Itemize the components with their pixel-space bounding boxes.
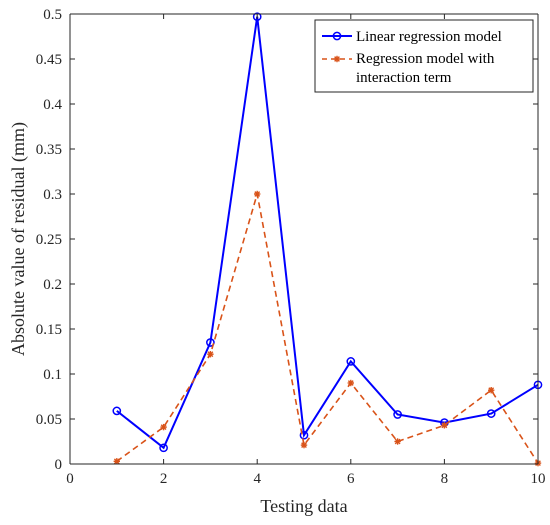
x-tick-label: 10 <box>531 471 546 487</box>
legend-label-interaction-line1: Regression model with <box>356 51 495 67</box>
y-tick-label: 0.15 <box>36 322 62 338</box>
y-tick-label: 0.4 <box>43 97 62 113</box>
y-tick-label: 0.3 <box>43 187 62 203</box>
axes-layer: 0 2 4 6 8 10 0 0.05 0.1 0.15 0.2 0.25 0.3 0.35 0.4 0.45… <box>36 7 546 487</box>
data-point-1 <box>113 458 120 465</box>
x-axis-label: Testing data <box>260 496 347 516</box>
data-point-1 <box>207 351 214 358</box>
x-tick-label: 0 <box>66 471 74 487</box>
y-tick-label: 0.5 <box>43 7 62 23</box>
series-line-0 <box>116 16 539 450</box>
data-point-0 <box>393 410 402 419</box>
data-point-1 <box>160 423 167 431</box>
y-tick-label: 0 <box>55 457 63 473</box>
x-tick-label: 4 <box>253 471 261 487</box>
series-line-1 <box>116 193 539 464</box>
legend-label-linear: Linear regression model <box>356 29 502 45</box>
data-point-0 <box>112 406 122 416</box>
data-point-0 <box>486 409 496 418</box>
data-point-1 <box>394 438 401 445</box>
legend-asterisk-mark <box>333 55 341 63</box>
data-point-1 <box>488 387 495 394</box>
data-point-0 <box>159 443 168 453</box>
y-tick-label: 0.1 <box>43 367 62 383</box>
y-tick-label: 0.05 <box>36 412 62 428</box>
x-tick-label: 2 <box>160 471 168 487</box>
x-tick-label: 6 <box>347 471 355 487</box>
data-point-0 <box>346 357 356 366</box>
legend-marker-interaction <box>333 55 341 63</box>
y-tick-label: 0.25 <box>36 232 62 248</box>
series-layer <box>112 12 543 467</box>
legend-marker-linear <box>332 31 342 41</box>
data-point-0 <box>252 12 262 22</box>
legend-box <box>314 19 534 93</box>
data-point-1 <box>347 379 354 387</box>
data-point-1 <box>254 190 261 198</box>
data-point-1 <box>441 422 448 429</box>
legend: Linear regression model Regression model… <box>314 19 534 93</box>
data-point-0 <box>299 430 309 440</box>
y-tick-label: 0.35 <box>36 142 62 158</box>
data-point-0 <box>206 338 215 347</box>
y-tick-label: 0.45 <box>36 52 62 68</box>
legend-label-interaction-line2: interaction term <box>356 70 452 86</box>
y-axis-label: Absolute value of residual (mm) <box>8 122 29 356</box>
y-tick-label: 0.2 <box>43 277 62 293</box>
x-tick-label: 8 <box>441 471 449 487</box>
data-point-1 <box>300 441 308 449</box>
